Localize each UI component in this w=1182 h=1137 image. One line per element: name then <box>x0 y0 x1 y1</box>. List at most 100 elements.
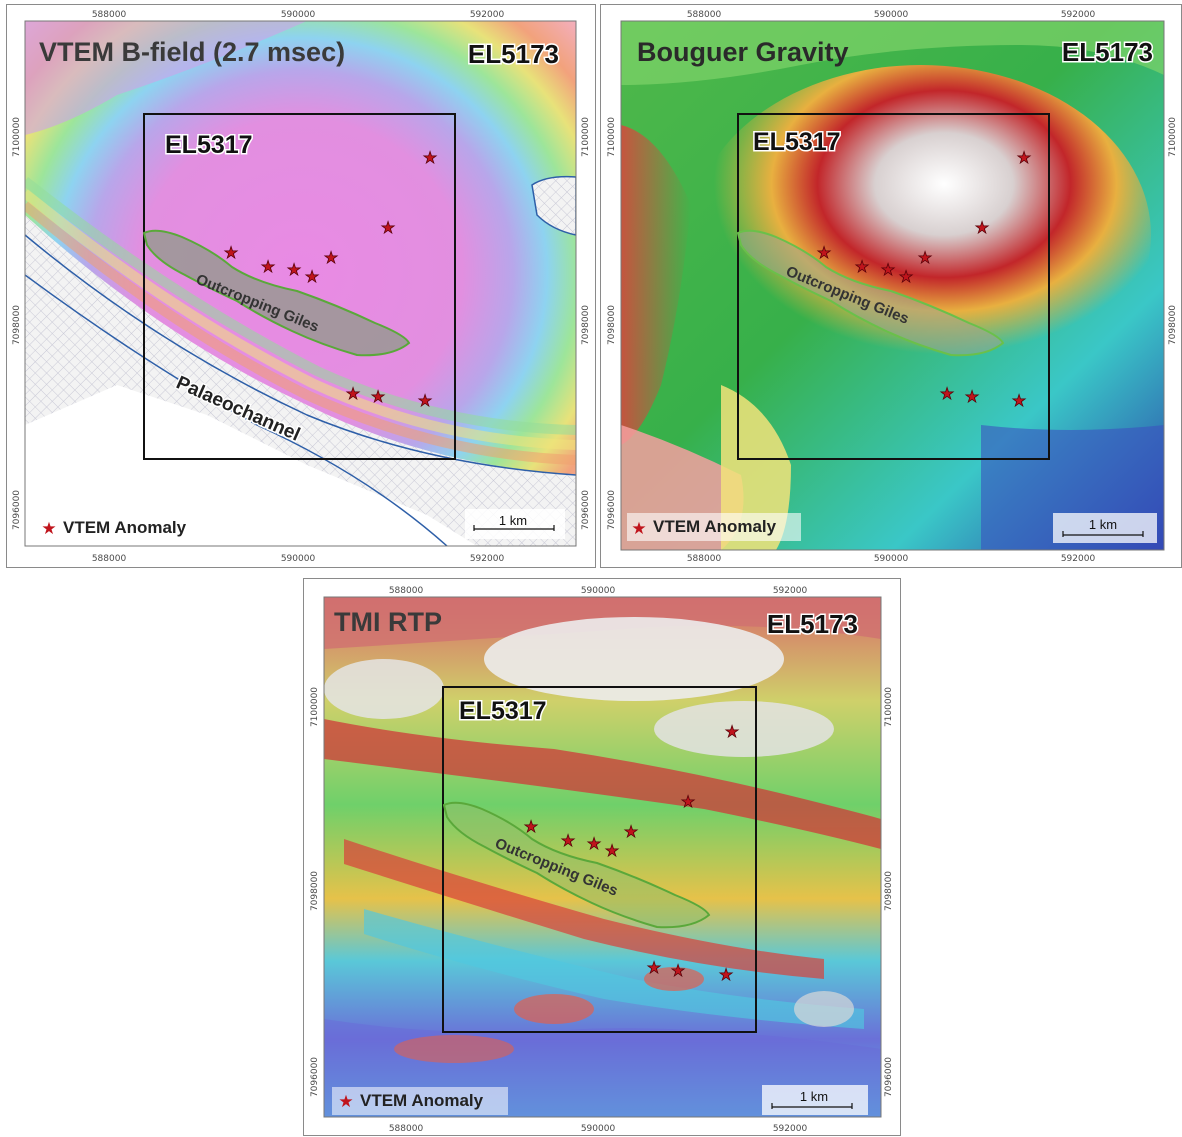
x-tick-bottom-1: 588000 <box>92 554 127 564</box>
red-star-icon: ★ <box>371 389 385 406</box>
legend-label: VTEM Anomaly <box>653 517 777 536</box>
red-star-icon: ★ <box>1012 393 1026 410</box>
red-star-icon: ★ <box>681 794 695 811</box>
red-star-icon: ★ <box>305 269 319 286</box>
y-tick-left-1: 7100000 <box>310 687 320 727</box>
tenement-outer-label: EL5173 <box>767 609 858 639</box>
red-star-icon: ★ <box>918 250 932 267</box>
scale-label: 1 km <box>1089 517 1117 532</box>
tenement-box-el5317 <box>442 686 757 1033</box>
red-star-icon: ★ <box>561 833 575 850</box>
panel-title: VTEM B-field (2.7 msec) <box>39 37 345 67</box>
y-tick-right-1: 7100000 <box>1168 117 1178 157</box>
map-tmi-svg: 588000 590000 592000 588000 590000 59200… <box>310 586 894 1134</box>
red-star-icon: ★ <box>587 836 601 853</box>
tenement-inner-label: EL5317 <box>459 697 547 725</box>
scale-bar <box>1062 531 1144 537</box>
x-tick-bottom-3: 592000 <box>773 1124 808 1134</box>
red-star-icon: ★ <box>418 393 432 410</box>
map-panel-gravity: 588000 590000 592000 588000 590000 59200… <box>600 4 1182 568</box>
map-panel-tmi: 588000 590000 592000 588000 590000 59200… <box>303 578 901 1136</box>
tenement-box-el5317 <box>143 113 456 460</box>
x-tick-top-3: 592000 <box>1061 10 1096 20</box>
x-tick-top-2: 590000 <box>581 586 616 596</box>
red-star-icon: ★ <box>855 259 869 276</box>
tenement-box-el5317 <box>737 113 1050 460</box>
y-tick-left-2: 7098000 <box>607 305 617 345</box>
x-tick-top-3: 592000 <box>470 10 505 20</box>
y-tick-right-1: 7100000 <box>884 687 894 727</box>
x-tick-top-1: 588000 <box>92 10 127 20</box>
red-star-icon: ★ <box>324 250 338 267</box>
x-tick-bottom-2: 590000 <box>874 554 909 564</box>
red-star-icon: ★ <box>725 724 739 741</box>
x-tick-top-2: 590000 <box>281 10 316 20</box>
tenement-outer-label: EL5173 <box>468 39 559 69</box>
red-star-icon: ★ <box>940 386 954 403</box>
y-tick-left-3: 7096000 <box>607 490 617 530</box>
y-tick-right-3: 7096000 <box>884 1057 894 1097</box>
red-star-icon: ★ <box>524 819 538 836</box>
legend-label: VTEM Anomaly <box>63 518 187 537</box>
anomaly-markers: ★ ★ ★ ★ ★ ★ ★ ★ ★ ★ <box>816 150 1031 411</box>
anomaly-markers: ★ ★ ★ ★ ★ ★ ★ ★ ★ ★ <box>523 724 739 985</box>
y-tick-right-1: 7100000 <box>581 117 591 157</box>
y-tick-left-3: 7096000 <box>12 490 22 530</box>
red-star-icon: ★ <box>261 259 275 276</box>
y-tick-left-1: 7100000 <box>12 117 22 157</box>
legend-star-icon: ★ <box>41 519 56 538</box>
red-star-icon: ★ <box>1017 150 1031 167</box>
x-tick-bottom-3: 592000 <box>470 554 505 564</box>
x-tick-bottom-2: 590000 <box>281 554 316 564</box>
red-star-icon: ★ <box>381 220 395 237</box>
y-tick-right-3: 7096000 <box>581 490 591 530</box>
x-tick-bottom-3: 592000 <box>1061 554 1096 564</box>
tenement-inner-label: EL5317 <box>753 128 841 156</box>
x-tick-top-1: 588000 <box>687 10 722 20</box>
tenement-outer-label: EL5173 <box>1062 37 1153 67</box>
anomaly-markers: ★ ★ ★ ★ ★ ★ ★ ★ ★ ★ <box>223 150 437 411</box>
map-panel-vtem: 588000 590000 592000 588000 590000 59200… <box>6 4 596 568</box>
red-star-icon: ★ <box>817 245 831 262</box>
red-star-icon: ★ <box>287 262 301 279</box>
red-star-icon: ★ <box>605 843 619 860</box>
red-star-icon: ★ <box>965 389 979 406</box>
x-tick-bottom-2: 590000 <box>581 1124 616 1134</box>
red-star-icon: ★ <box>671 963 685 980</box>
y-tick-right-2: 7098000 <box>581 305 591 345</box>
red-star-icon: ★ <box>423 150 437 167</box>
y-tick-left-1: 7100000 <box>607 117 617 157</box>
red-star-icon: ★ <box>899 269 913 286</box>
map-vtem-svg: 588000 590000 592000 588000 590000 59200… <box>12 10 591 564</box>
panel-title: Bouguer Gravity <box>637 37 849 67</box>
tenement-inner-label: EL5317 <box>165 131 253 159</box>
red-star-icon: ★ <box>719 967 733 984</box>
scale-label: 1 km <box>800 1089 828 1104</box>
x-tick-top-2: 590000 <box>874 10 909 20</box>
red-star-icon: ★ <box>647 960 661 977</box>
outcrop-giles-area <box>142 229 411 357</box>
legend-star-icon: ★ <box>631 519 646 538</box>
red-star-icon: ★ <box>881 262 895 279</box>
legend-star-icon: ★ <box>338 1092 353 1111</box>
scale-label: 1 km <box>499 513 527 528</box>
y-tick-right-2: 7098000 <box>884 871 894 911</box>
x-tick-bottom-1: 588000 <box>389 1124 424 1134</box>
legend-label: VTEM Anomaly <box>360 1091 484 1110</box>
red-star-icon: ★ <box>624 824 638 841</box>
outcrop-giles-area <box>736 229 1005 357</box>
scale-bar <box>771 1103 853 1109</box>
red-star-icon: ★ <box>346 386 360 403</box>
x-tick-bottom-1: 588000 <box>687 554 722 564</box>
red-star-icon: ★ <box>224 245 238 262</box>
x-tick-top-3: 592000 <box>773 586 808 596</box>
scale-bar <box>473 525 555 531</box>
y-tick-left-2: 7098000 <box>12 305 22 345</box>
y-tick-left-2: 7098000 <box>310 871 320 911</box>
x-tick-top-1: 588000 <box>389 586 424 596</box>
y-tick-right-2: 7098000 <box>1168 305 1178 345</box>
panel-title: TMI RTP <box>334 607 442 637</box>
y-tick-left-3: 7096000 <box>310 1057 320 1097</box>
map-gravity-svg: 588000 590000 592000 588000 590000 59200… <box>607 10 1178 564</box>
outcrop-giles-area <box>442 801 711 929</box>
